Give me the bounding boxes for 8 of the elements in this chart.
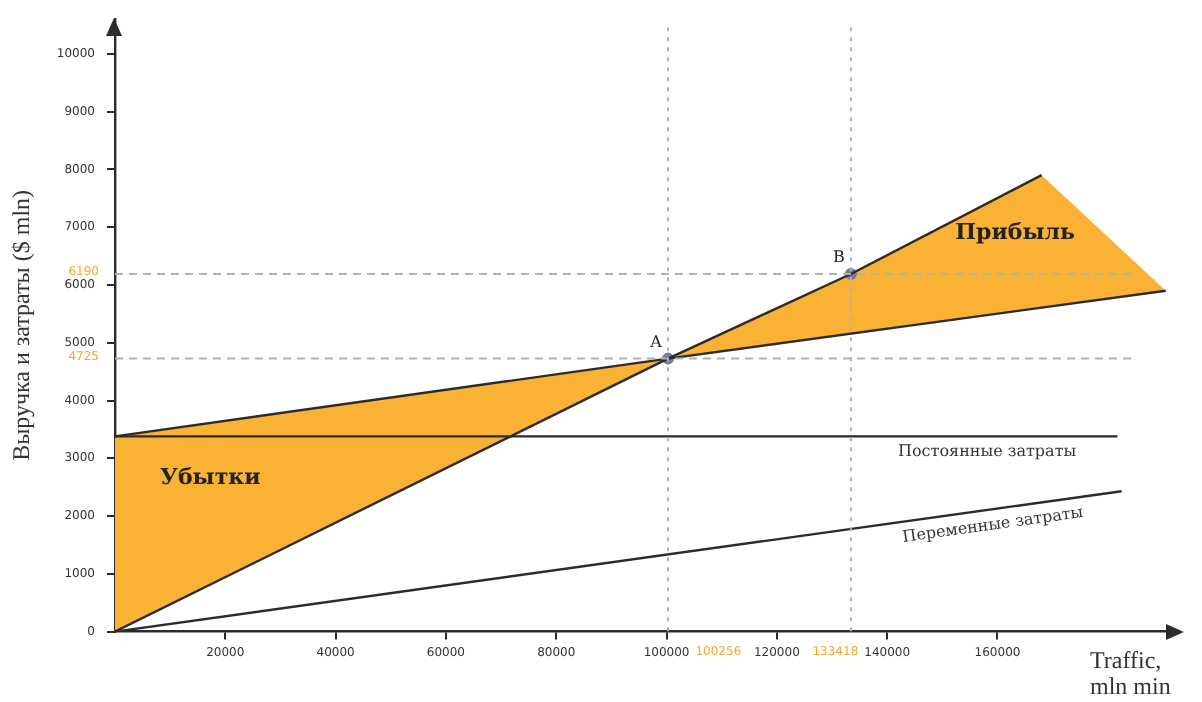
annotation: Прибыль xyxy=(955,219,1077,246)
annotation: B xyxy=(832,248,845,267)
x-axis-title: Traffic, mln min xyxy=(1090,646,1173,700)
text: Переменные затраты xyxy=(901,502,1086,546)
annotation: A xyxy=(648,332,663,351)
annotation: Убытки xyxy=(160,464,261,491)
series-label: Постоянные затраты xyxy=(898,442,1078,461)
y-axis-title: Выручка и затраты ($ mln) xyxy=(6,189,35,461)
